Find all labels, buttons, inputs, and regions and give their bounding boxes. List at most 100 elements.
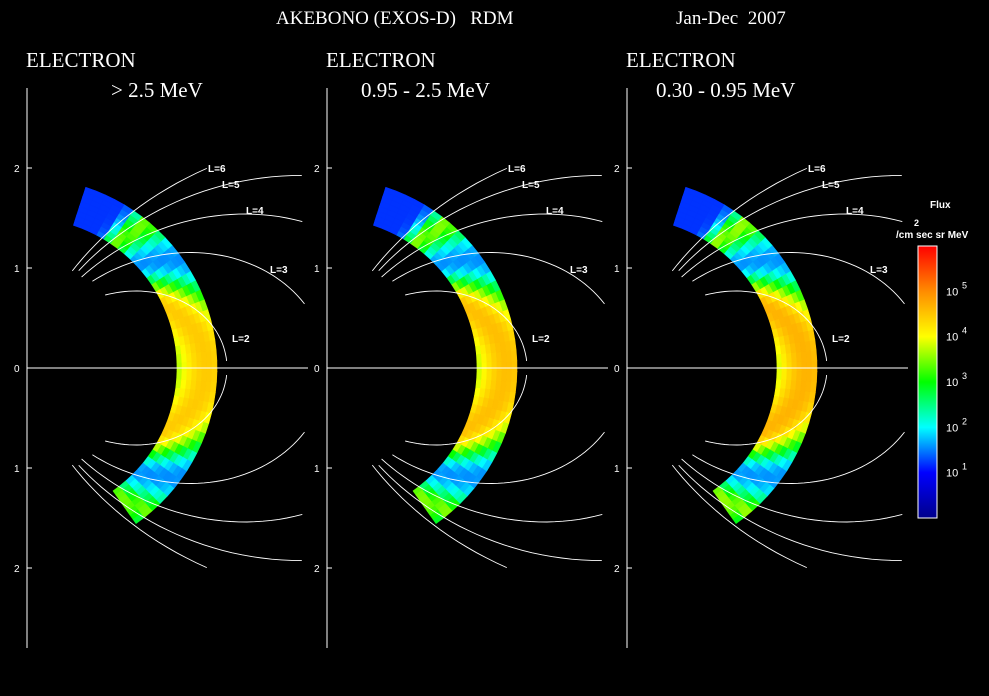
colorbar-tick-5: 10: [946, 286, 958, 298]
flux-cell: [776, 353, 783, 363]
panel-2-field-line-L5: [378, 175, 602, 272]
panel-2-flux-map: [373, 186, 518, 525]
flux-cell: [509, 339, 517, 352]
flux-cell: [809, 339, 817, 352]
flux-cell: [181, 361, 188, 372]
flux-cell: [196, 370, 203, 382]
panel-3-l-label-2: L=5: [822, 180, 840, 191]
panel-2-l-label-2: L=5: [522, 180, 540, 191]
flux-cell: [176, 353, 183, 363]
panel-3-y-tick-label: 2: [614, 164, 620, 175]
panel-2-l-label-5: L=2: [532, 334, 550, 345]
panel-1-l-label-3: L=4: [246, 206, 264, 217]
panel-2-field-line-L6: [371, 167, 507, 272]
flux-cell: [176, 370, 183, 380]
flux-cell: [791, 370, 798, 381]
flux-cell: [181, 370, 188, 381]
panel-1-l-label-5: L=2: [232, 334, 250, 345]
panel-3-l-label-5: L=2: [832, 334, 850, 345]
flux-cell: [510, 381, 517, 393]
colorbar-bar: [917, 245, 938, 519]
panel-2-l-label-4: L=3: [570, 265, 588, 276]
panel-2-title: ELECTRON: [326, 48, 436, 72]
panel-1-subtitle: > 2.5 MeV: [111, 78, 203, 102]
panel-3-l-label-4: L=3: [870, 265, 888, 276]
flux-cell: [206, 360, 213, 372]
panel-3-south-field-line-L2: [705, 374, 828, 446]
instrument-title: AKEBONO (EXOS-D) RDM: [276, 8, 514, 29]
panel-2-subtitle: 0.95 - 2.5 MeV: [361, 78, 490, 102]
panel-3-south-field-line-L5: [678, 464, 902, 561]
colorbar-tick-exp-3: 3: [962, 371, 967, 381]
panel-2-l-label-1: L=6: [508, 164, 526, 175]
panel-3: 2 1 0 1 2 L=6 L=5 L=4 L=3 L=2: [614, 88, 908, 648]
flux-cell: [785, 352, 793, 363]
flux-cell: [185, 352, 193, 363]
flux-cell: [810, 381, 817, 393]
panel-2-field-line-L2: [405, 290, 528, 362]
panel-2-south-field-line-L3: [392, 431, 605, 484]
flux-cell: [485, 352, 493, 363]
colorbar-tick-4: 10: [946, 332, 958, 344]
panel-1-south-field-line-L5: [78, 464, 302, 561]
flux-cell: [206, 370, 213, 382]
colorbar-tick-exp-4: 4: [962, 326, 967, 336]
flux-cell: [491, 370, 498, 381]
panel-3-south-field-line-L3: [692, 431, 905, 484]
panel-2-field-line-L4: [381, 213, 603, 278]
flux-cell: [801, 370, 808, 382]
flux-cell: [490, 351, 498, 363]
panel-1-field-line-L5: [78, 175, 302, 272]
panel-3-y-tick-label: 0: [614, 364, 620, 375]
panel-3-south-field-line-L4: [681, 458, 903, 523]
colorbar-tick-1: 10: [946, 468, 958, 480]
colorbar-tick-exp-1: 1: [962, 462, 967, 472]
colorbar-tick-exp-2: 2: [962, 416, 967, 426]
flux-cell: [210, 350, 218, 362]
flux-cell: [191, 370, 198, 381]
colorbar-unit-exponent: 2: [914, 218, 919, 228]
flux-cell: [180, 352, 188, 363]
panel-1-south-field-line-L3: [92, 431, 305, 484]
panel-3-y-tick-label: 2: [614, 564, 620, 575]
panel-2-south-field-line-L5: [378, 464, 602, 561]
panel-1-flux-map: [73, 186, 218, 525]
panel-2-y-tick-label: 1: [314, 264, 320, 275]
colorbar: Flux 2 /cm sec sr MeV 10 1 10 2 10 3 10 4 10 5: [896, 200, 969, 519]
panel-1-field-line-L4: [81, 213, 303, 278]
panel-1-south-field-line-L4: [81, 458, 303, 523]
flux-cell: [501, 360, 508, 372]
flux-cell: [491, 361, 498, 372]
panel-2-y-tick-label: 0: [314, 364, 320, 375]
flux-cell: [209, 339, 217, 352]
panel-3-subtitle: 0.30 - 0.95 MeV: [656, 78, 796, 102]
flux-cell: [476, 370, 483, 380]
flux-cell: [383, 186, 396, 196]
panel-3-field-line-L5: [678, 175, 902, 272]
flux-cell: [506, 360, 513, 372]
flux-cell: [811, 370, 818, 383]
panel-3-field-line-L2: [705, 290, 828, 362]
panel-2-l-label-3: L=4: [546, 206, 564, 217]
panel-2: 2 1 0 1 2 L=6 L=5 L=4 L=3 L=2: [314, 88, 608, 648]
flux-cell: [211, 360, 218, 372]
flux-cell: [186, 361, 193, 372]
flux-cell: [796, 361, 803, 372]
flux-cell: [486, 361, 493, 372]
panel-3-title: ELECTRON: [626, 48, 736, 72]
panel-3-y-tick-label: 1: [614, 264, 620, 275]
panel-1-l-label-1: L=6: [208, 164, 226, 175]
panel-3-y-tick-label: 1: [614, 464, 620, 475]
panel-1-y-tick-label: 1: [14, 464, 20, 475]
flux-cell: [510, 350, 518, 362]
panel-3-l-label-1: L=6: [808, 164, 826, 175]
period-title: Jan-Dec 2007: [676, 8, 786, 29]
flux-cell: [806, 360, 813, 372]
panel-2-y-tick-label: 2: [314, 164, 320, 175]
flux-cell: [786, 370, 793, 381]
panel-1-south-field-line-L2: [105, 374, 228, 446]
panel-2-field-line-L3: [392, 252, 605, 305]
flux-cell: [811, 360, 818, 372]
